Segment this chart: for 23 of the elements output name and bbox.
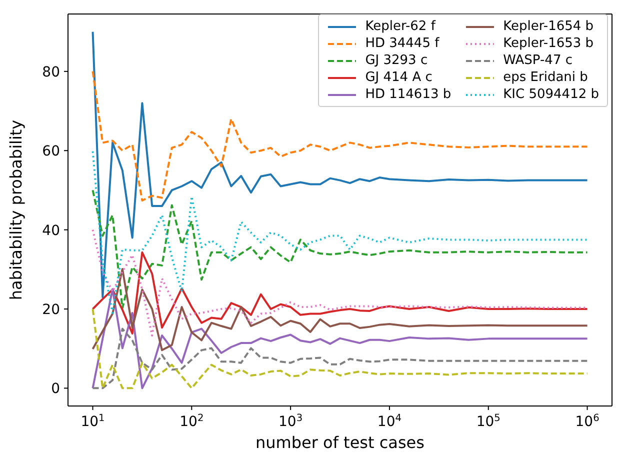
y-tick-label: 40 bbox=[42, 222, 60, 239]
legend-label: KIC 5094412 b bbox=[503, 87, 599, 102]
y-tick-label: 80 bbox=[42, 64, 60, 80]
x-tick-label: 10$^{4}$ bbox=[377, 412, 402, 430]
legend-label: HD 34445 f bbox=[365, 36, 440, 51]
x-axis-title: number of test cases bbox=[256, 433, 424, 452]
legend-label: HD 114613 b bbox=[365, 87, 452, 102]
legend-label: Kepler-1653 b bbox=[503, 36, 594, 51]
legend-label: Kepler-62 f bbox=[365, 19, 436, 34]
y-tick-label: 60 bbox=[42, 144, 60, 160]
legend-label: eps Eridani b bbox=[503, 70, 588, 85]
y-tick-label: 0 bbox=[51, 381, 60, 398]
legend-label: GJ 3293 c bbox=[365, 53, 428, 68]
x-tick-label: 10$^{6}$ bbox=[575, 412, 600, 430]
x-tick-label: 10$^{2}$ bbox=[180, 412, 204, 430]
y-axis-title: habitability probability bbox=[6, 120, 26, 300]
legend-label: Kepler-1654 b bbox=[503, 19, 594, 34]
legend-label: GJ 414 A c bbox=[365, 70, 432, 85]
y-tick-label: 20 bbox=[42, 302, 60, 318]
x-tick-label: 10$^{1}$ bbox=[80, 412, 105, 430]
x-tick-label: 10$^{5}$ bbox=[476, 412, 500, 430]
legend-label: WASP-47 c bbox=[503, 53, 572, 68]
x-tick-label: 10$^{3}$ bbox=[278, 412, 303, 430]
